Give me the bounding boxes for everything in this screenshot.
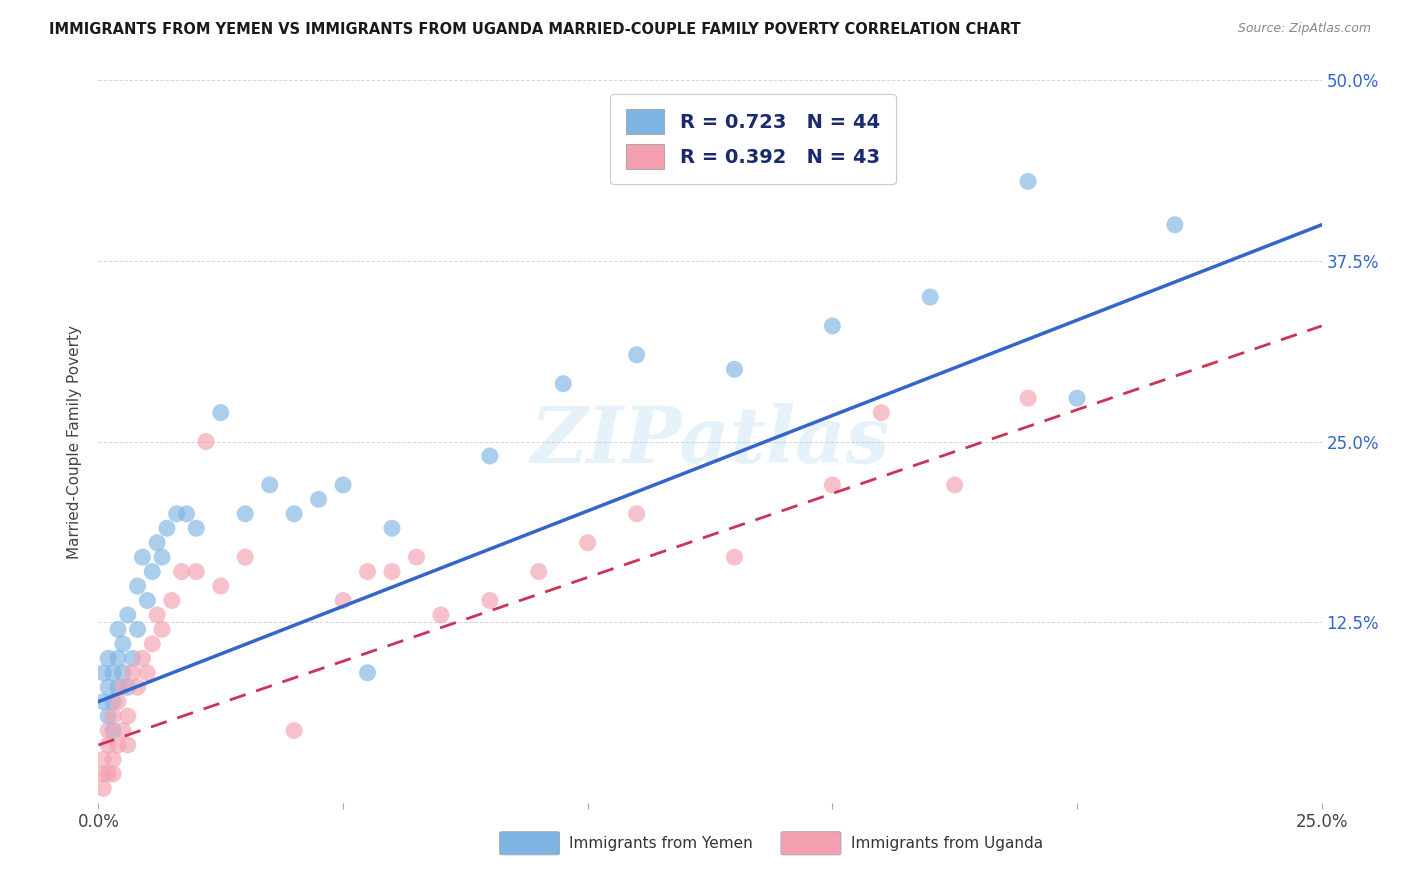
Point [127, 579, 149, 593]
Point [111, 723, 134, 738]
Point [1017, 174, 1039, 188]
Point [723, 362, 745, 376]
Point [117, 607, 139, 622]
Point [170, 565, 193, 579]
Point [107, 695, 129, 709]
Point [283, 507, 305, 521]
FancyBboxPatch shape [780, 831, 841, 855]
Point [430, 607, 453, 622]
Point [127, 623, 149, 637]
Point [146, 607, 169, 622]
Point [195, 434, 218, 449]
Point [381, 565, 404, 579]
Point [821, 478, 844, 492]
Point [156, 521, 179, 535]
Point [111, 637, 134, 651]
Point [356, 665, 378, 680]
Point [97, 680, 120, 694]
Point [186, 565, 208, 579]
Point [186, 521, 208, 535]
Text: Immigrants from Yemen: Immigrants from Yemen [569, 836, 754, 851]
Point [233, 550, 256, 565]
Point [166, 507, 188, 521]
Point [356, 565, 378, 579]
Point [91, 752, 114, 766]
Point [111, 680, 134, 694]
Point [141, 637, 163, 651]
Point [97, 709, 120, 723]
Point [150, 623, 173, 637]
Y-axis label: Married-Couple Family Poverty: Married-Couple Family Poverty [67, 325, 83, 558]
Point [478, 593, 501, 607]
Point [91, 695, 114, 709]
Point [626, 507, 648, 521]
Point [332, 593, 354, 607]
Point [136, 665, 159, 680]
Point [233, 507, 256, 521]
Point [101, 752, 124, 766]
Point [527, 565, 550, 579]
Point [101, 665, 124, 680]
Point [1017, 391, 1039, 405]
Point [870, 406, 893, 420]
Point [576, 535, 599, 549]
Point [478, 449, 501, 463]
Point [209, 406, 232, 420]
Point [101, 709, 124, 723]
Text: ZIPatlas: ZIPatlas [530, 403, 890, 480]
Point [107, 680, 129, 694]
Point [259, 478, 281, 492]
Point [97, 723, 120, 738]
Point [91, 665, 114, 680]
Point [1066, 391, 1088, 405]
Point [121, 651, 143, 665]
Point [160, 593, 183, 607]
Point [209, 579, 232, 593]
Point [553, 376, 575, 391]
Point [121, 665, 143, 680]
FancyBboxPatch shape [499, 831, 560, 855]
Legend: R = 0.723   N = 44, R = 0.392   N = 43: R = 0.723 N = 44, R = 0.392 N = 43 [610, 94, 896, 185]
Point [131, 651, 153, 665]
Point [101, 723, 124, 738]
Point [117, 680, 139, 694]
Point [97, 738, 120, 752]
Point [176, 507, 198, 521]
Text: Source: ZipAtlas.com: Source: ZipAtlas.com [1237, 22, 1371, 36]
Point [821, 318, 844, 333]
Point [141, 565, 163, 579]
Text: Immigrants from Uganda: Immigrants from Uganda [851, 836, 1043, 851]
Text: IMMIGRANTS FROM YEMEN VS IMMIGRANTS FROM UGANDA MARRIED-COUPLE FAMILY POVERTY CO: IMMIGRANTS FROM YEMEN VS IMMIGRANTS FROM… [49, 22, 1021, 37]
Point [117, 709, 139, 723]
Point [146, 535, 169, 549]
Point [283, 723, 305, 738]
Point [107, 738, 129, 752]
Point [308, 492, 330, 507]
Point [107, 651, 129, 665]
Point [943, 478, 966, 492]
Point [405, 550, 427, 565]
Point [332, 478, 354, 492]
Point [101, 695, 124, 709]
Point [1164, 218, 1187, 232]
Point [97, 767, 120, 781]
Point [91, 767, 114, 781]
Point [97, 651, 120, 665]
Point [136, 593, 159, 607]
Point [91, 781, 114, 796]
Point [131, 550, 153, 565]
Point [150, 550, 173, 565]
Point [101, 767, 124, 781]
Point [381, 521, 404, 535]
Point [127, 680, 149, 694]
Point [920, 290, 942, 304]
Point [111, 665, 134, 680]
Point [626, 348, 648, 362]
Point [723, 550, 745, 565]
Point [117, 738, 139, 752]
Point [107, 623, 129, 637]
